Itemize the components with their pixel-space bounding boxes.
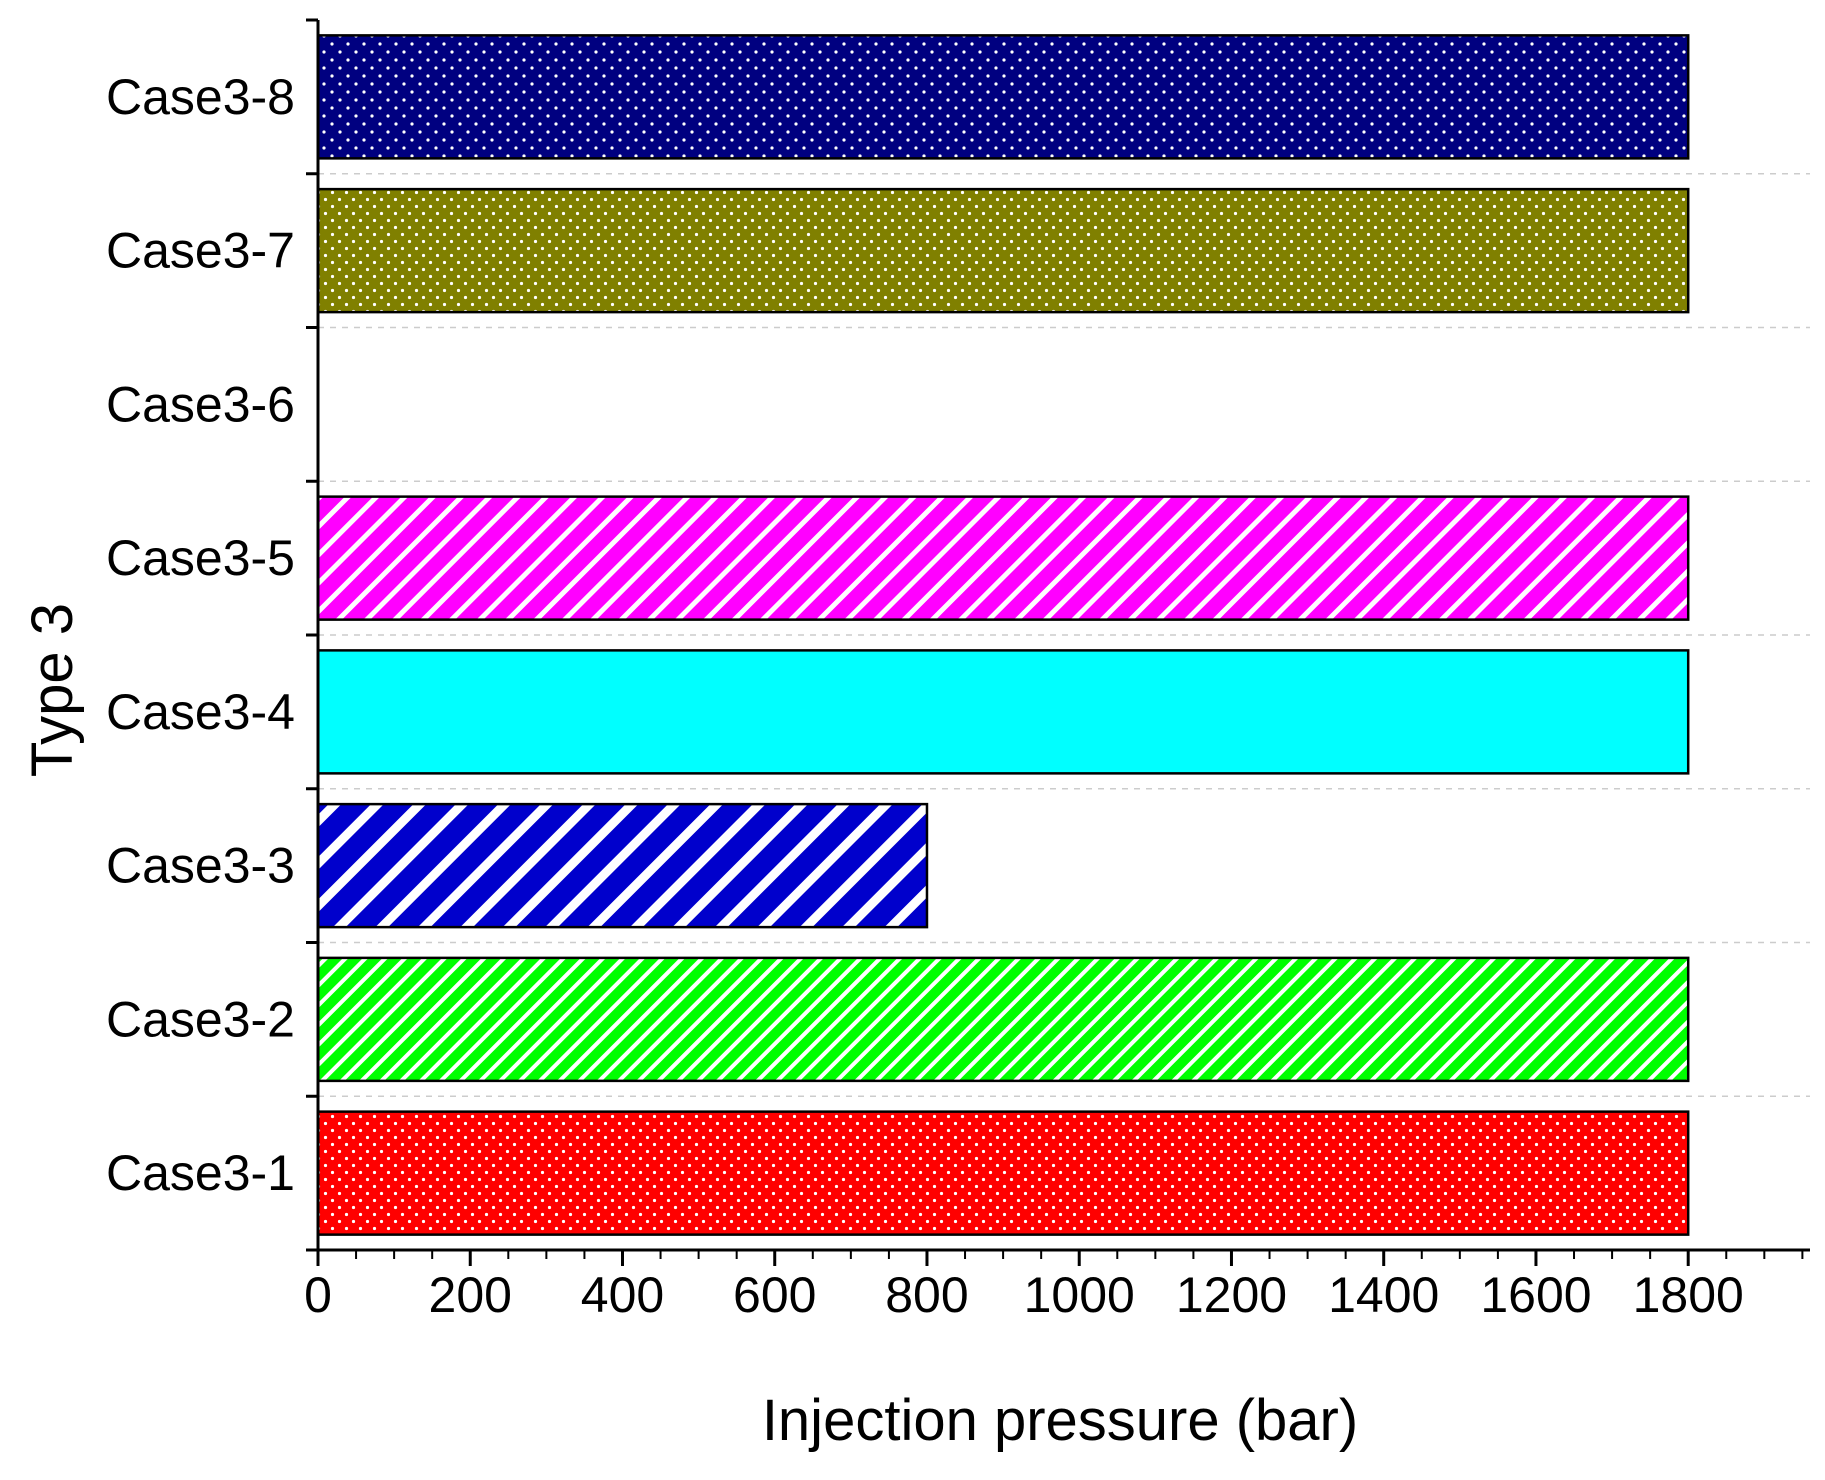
bar-case3-1 — [316, 1110, 1690, 1236]
x-tick-label: 1600 — [1480, 1267, 1591, 1323]
bar-case3-5 — [316, 495, 1690, 621]
x-axis-title: Injection pressure (bar) — [762, 1388, 1358, 1453]
axes — [306, 18, 1810, 1266]
category-label: Case3-8 — [106, 69, 295, 125]
category-label: Case3-1 — [106, 1145, 295, 1201]
bar-case3-3 — [316, 802, 929, 929]
category-label: Case3-6 — [106, 376, 295, 432]
x-tick-label: 800 — [885, 1267, 968, 1323]
x-tick-label: 600 — [733, 1267, 816, 1323]
category-label: Case3-2 — [106, 991, 295, 1047]
bar-case3-7 — [316, 187, 1690, 314]
bar-case3-4 — [316, 649, 1690, 775]
category-label: Case3-5 — [106, 530, 295, 586]
x-tick-label: 1000 — [1024, 1267, 1135, 1323]
category-label: Case3-4 — [106, 684, 295, 740]
grid-lines — [318, 173, 1810, 1097]
bar-case3-2 — [316, 956, 1690, 1083]
labels: Injection pressure (bar) Type 3 Case3-1 C… — [20, 69, 1744, 1453]
x-tick-label: 1400 — [1328, 1267, 1439, 1323]
x-tick-label: 0 — [304, 1267, 332, 1323]
x-tick-label: 400 — [581, 1267, 664, 1323]
y-axis-title: Type 3 — [20, 603, 85, 777]
category-label: Case3-7 — [106, 223, 295, 279]
category-label: Case3-3 — [106, 838, 295, 894]
bar-case3-8 — [316, 34, 1690, 160]
x-tick-label: 1200 — [1176, 1267, 1287, 1323]
x-tick-label: 200 — [429, 1267, 512, 1323]
x-tick-label: 1800 — [1633, 1267, 1744, 1323]
